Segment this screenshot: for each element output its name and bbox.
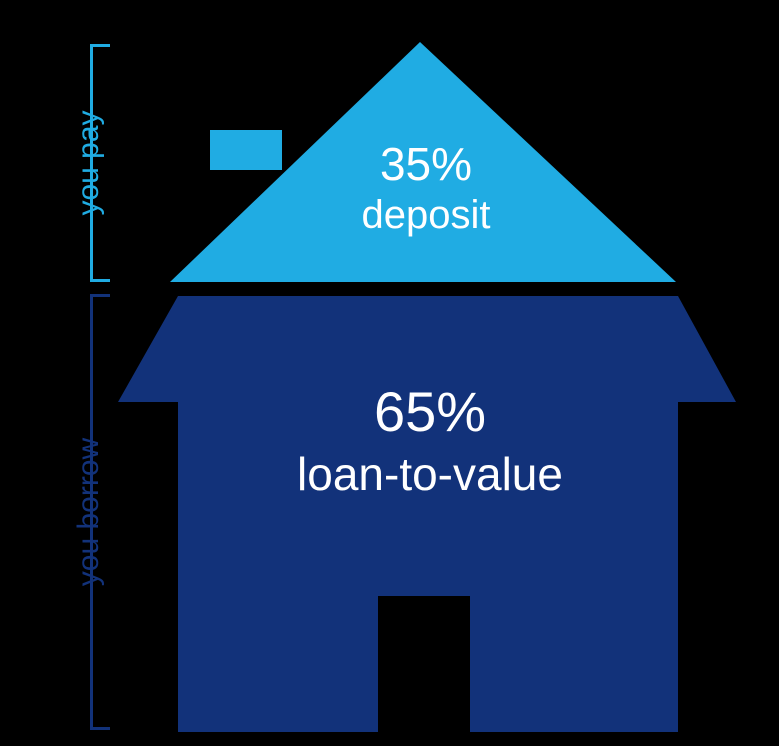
you-pay-label: you pay: [72, 44, 106, 282]
house-body-borrow-shape: [118, 296, 736, 732]
deposit-percent: 35%: [356, 138, 496, 191]
you-borrow-label: you borrow: [72, 294, 106, 730]
ltv-house-infographic: 35% deposit 65% loan-to-value you pay yo…: [0, 0, 779, 746]
chimney-shape: [210, 130, 282, 170]
house-graphic: [0, 0, 779, 746]
borrow-caption: loan-to-value: [270, 448, 590, 501]
borrow-percent: 65%: [330, 380, 530, 444]
deposit-caption: deposit: [336, 192, 516, 238]
